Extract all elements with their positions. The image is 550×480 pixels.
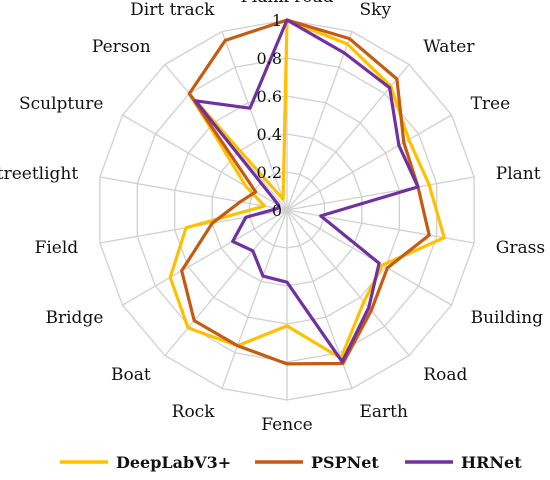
category-label: Dirt track <box>130 0 215 20</box>
category-label: Tree <box>471 94 511 114</box>
grid-spoke <box>286 31 353 211</box>
category-label: Building <box>471 308 544 328</box>
category-label: Rock <box>172 402 216 422</box>
category-label: Boat <box>111 365 151 385</box>
category-label: Field <box>35 238 79 258</box>
legend: DeepLabV3+ PSPNet HRNet <box>60 453 522 472</box>
grid-spoke <box>221 31 288 211</box>
series-line-hrnet <box>193 18 420 364</box>
grid-spoke <box>122 209 288 306</box>
category-label: Fence <box>261 415 312 435</box>
grid-spoke <box>164 209 288 356</box>
tick-label: 1 <box>272 11 282 30</box>
category-label: Road <box>423 365 467 385</box>
grid-spoke <box>286 176 475 211</box>
category-label: Streetlight <box>0 164 78 184</box>
category-label: Plank road <box>240 0 333 7</box>
category-label: Earth <box>360 402 409 422</box>
category-label: Plant <box>496 164 541 184</box>
grid-spoke <box>286 209 410 356</box>
tick-label: 0.2 <box>257 163 282 182</box>
legend-label-deeplabv3: DeepLabV3+ <box>116 453 231 472</box>
grid-spoke <box>286 209 452 306</box>
legend-label-hrnet: HRNet <box>461 453 522 472</box>
grid-spoke <box>286 114 452 211</box>
tick-label: 0.4 <box>257 125 282 144</box>
legend-label-pspnet: PSPNet <box>311 453 379 472</box>
grid-spoke <box>99 176 288 211</box>
tick-label: 0.8 <box>257 49 282 68</box>
category-label: Person <box>92 37 151 57</box>
series-lines <box>168 18 446 366</box>
category-label: Sky <box>360 0 392 20</box>
radial-tick-labels: 0 0.2 0.4 0.6 0.8 1 <box>257 11 282 220</box>
category-label: Bridge <box>46 308 104 328</box>
grid-spoke <box>221 209 288 389</box>
tick-label: 0 <box>272 201 282 220</box>
grid-spoke <box>122 114 288 211</box>
category-labels: Sky Water Tree Plant Grass Building Road Earth F… <box>0 0 545 435</box>
category-label: Water <box>423 37 475 57</box>
tick-label: 0.6 <box>257 87 282 106</box>
category-label: Sculpture <box>19 94 103 114</box>
category-label: Grass <box>496 238 545 258</box>
